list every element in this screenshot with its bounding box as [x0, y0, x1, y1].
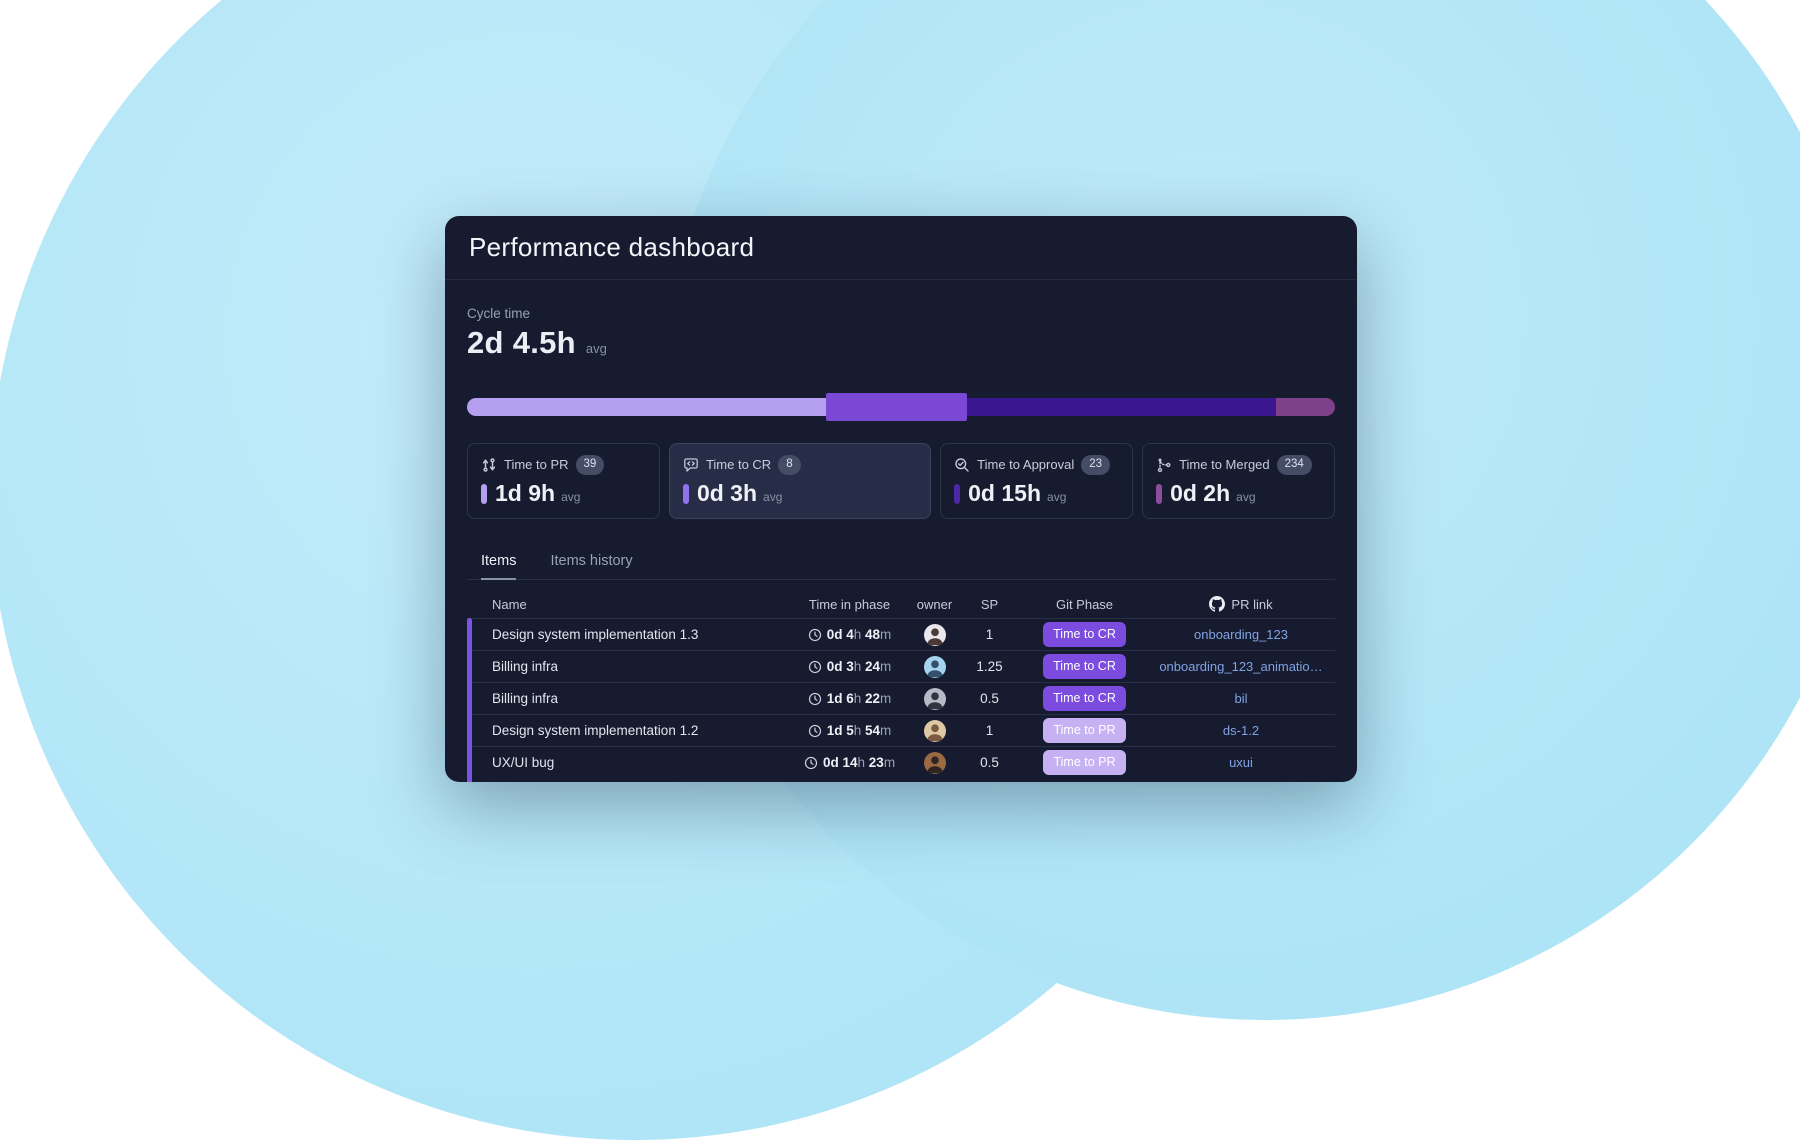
code-review-icon: [683, 457, 699, 473]
page-title: Performance dashboard: [469, 232, 755, 262]
pr-link[interactable]: onboarding_123_animatio…: [1159, 659, 1323, 674]
avatar: [923, 655, 946, 678]
stat-color-bar: [682, 483, 689, 504]
column-header-pr-link: PR link: [1147, 596, 1335, 612]
stat-color-bar: [1156, 483, 1163, 504]
stat-value: 1d 9h: [495, 480, 556, 506]
stat-value: 0d 15h: [968, 480, 1042, 506]
column-header-name: Name: [492, 596, 527, 612]
cycle-time-unit: avg: [585, 341, 607, 356]
cycle-time-label: Cycle time: [467, 306, 531, 321]
time-in-phase: 1d 5h 54m: [808, 723, 891, 738]
stat-count-badge: 39: [575, 455, 605, 475]
tab-items[interactable]: Items: [481, 553, 517, 580]
stat-value: 0d 2h: [1170, 480, 1231, 506]
clock-icon: [808, 660, 822, 674]
story-points: 0.5: [980, 691, 999, 706]
git-compare-icon: [481, 457, 497, 473]
stat-label: Time to PR: [504, 457, 569, 473]
column-header-sp: SP: [980, 596, 999, 612]
time-in-phase: 0d 3h 24m: [808, 659, 891, 674]
table-row[interactable]: Billing infra 1d 6h 22m 0.5 Time to CR b…: [467, 682, 1335, 714]
story-points: 1: [985, 723, 994, 738]
card-body: Cycle time 2d 4.5h avg: [445, 306, 1357, 782]
cycle-time-progress-bar: [467, 393, 1335, 421]
clock-icon: [808, 692, 822, 706]
git-merge-icon: [1156, 457, 1172, 473]
cycle-time-value: 2d 4.5h: [467, 325, 576, 360]
tab-items-history[interactable]: Items history: [550, 553, 633, 569]
stat-count-badge: 234: [1276, 455, 1312, 475]
stat-unit: avg: [1236, 490, 1256, 504]
column-header-time: Time in phase: [808, 596, 891, 612]
story-points: 0.5: [980, 755, 999, 770]
cycle-time-value-row: 2d 4.5h avg: [467, 325, 1335, 361]
clock-icon: [804, 756, 818, 770]
item-name: Design system implementation 1.2: [492, 723, 699, 738]
git-phase-badge: Time to PR: [1043, 718, 1126, 743]
item-name: Design system implementation 1.3: [492, 627, 699, 642]
stat-unit: avg: [561, 490, 581, 504]
git-phase-badge: Time to CR: [1043, 686, 1126, 711]
progress-segment-time-to-cr[interactable]: [826, 393, 967, 421]
stat-unit: avg: [763, 490, 783, 504]
table-row[interactable]: Design system implementation 1.2 1d 5h 5…: [467, 714, 1335, 746]
progress-segment-time-to-approval[interactable]: [966, 398, 1276, 416]
items-table: Name Time in phase owner SP Git Phase PR…: [467, 590, 1335, 782]
item-name: Billing infra: [492, 659, 559, 674]
column-header-owner: owner: [916, 596, 953, 612]
avatar: [923, 751, 946, 774]
stat-cards-row: Time to PR 39 1d 9h avg: [467, 443, 1336, 519]
stat-card-time-to-cr[interactable]: Time to CR 8 0d 3h avg: [668, 443, 932, 519]
item-name: Billing infra: [492, 691, 559, 706]
stat-label: Time to Approval: [977, 457, 1075, 473]
story-points: 1: [985, 627, 994, 642]
clock-icon: [808, 724, 822, 738]
pr-link[interactable]: bil: [1234, 691, 1248, 706]
pr-link[interactable]: onboarding_123: [1194, 627, 1288, 642]
pr-link[interactable]: ds-1.2: [1222, 723, 1260, 738]
progress-segment-time-to-pr[interactable]: [467, 398, 827, 416]
column-header-git-phase: Git Phase: [1055, 596, 1114, 612]
time-in-phase: 0d 4h 48m: [808, 627, 891, 642]
stat-count-badge: 23: [1081, 455, 1110, 475]
stat-label: Time to Merged: [1179, 457, 1270, 473]
table-header-row: Name Time in phase owner SP Git Phase PR…: [467, 590, 1335, 618]
time-in-phase: 1d 6h 22m: [808, 691, 891, 706]
item-name: UX/UI bug: [492, 755, 555, 770]
table-row[interactable]: UX/UI bug 0d 14h 23m 0.5 Time to PR uxui: [467, 746, 1335, 778]
github-icon: [1209, 596, 1226, 612]
clock-icon: [808, 628, 822, 642]
git-phase-badge: Time to CR: [1043, 654, 1126, 679]
card-header: Performance dashboard: [445, 216, 1357, 280]
avatar: [923, 719, 946, 742]
stat-count-badge: 8: [778, 455, 801, 475]
story-points: 1.25: [976, 659, 1003, 674]
stat-label: Time to CR: [705, 457, 772, 473]
table-row[interactable]: Billing infra 0d 3h 24m 1.25 Time to CR …: [467, 650, 1335, 682]
tab-bar: Items Items history: [467, 553, 1335, 580]
stat-card-time-to-pr[interactable]: Time to PR 39 1d 9h avg: [467, 443, 660, 519]
progress-segment-time-to-merged[interactable]: [1275, 398, 1335, 416]
avatar: [923, 687, 946, 710]
avatar: [923, 623, 946, 646]
table-accent-bar: [467, 618, 472, 782]
stat-unit: avg: [1047, 490, 1067, 504]
time-in-phase: 0d 14h 23m: [804, 755, 895, 770]
git-phase-badge: Time to PR: [1043, 750, 1126, 775]
stat-card-time-to-merged[interactable]: Time to Merged 234 0d 2h avg: [1142, 443, 1336, 519]
stat-value: 0d 3h: [696, 480, 758, 506]
git-phase-badge: Time to CR: [1043, 622, 1126, 647]
performance-dashboard-card: Performance dashboard Cycle time 2d 4.5h…: [445, 216, 1357, 782]
stat-color-bar: [481, 483, 487, 504]
table-row[interactable]: Design system implementation 1.3 0d 4h 4…: [467, 618, 1335, 650]
pr-link[interactable]: uxui: [1229, 755, 1253, 770]
approval-icon: [954, 457, 970, 473]
stat-color-bar: [954, 483, 961, 504]
stat-card-time-to-approval[interactable]: Time to Approval 23 0d 15h avg: [940, 443, 1134, 519]
